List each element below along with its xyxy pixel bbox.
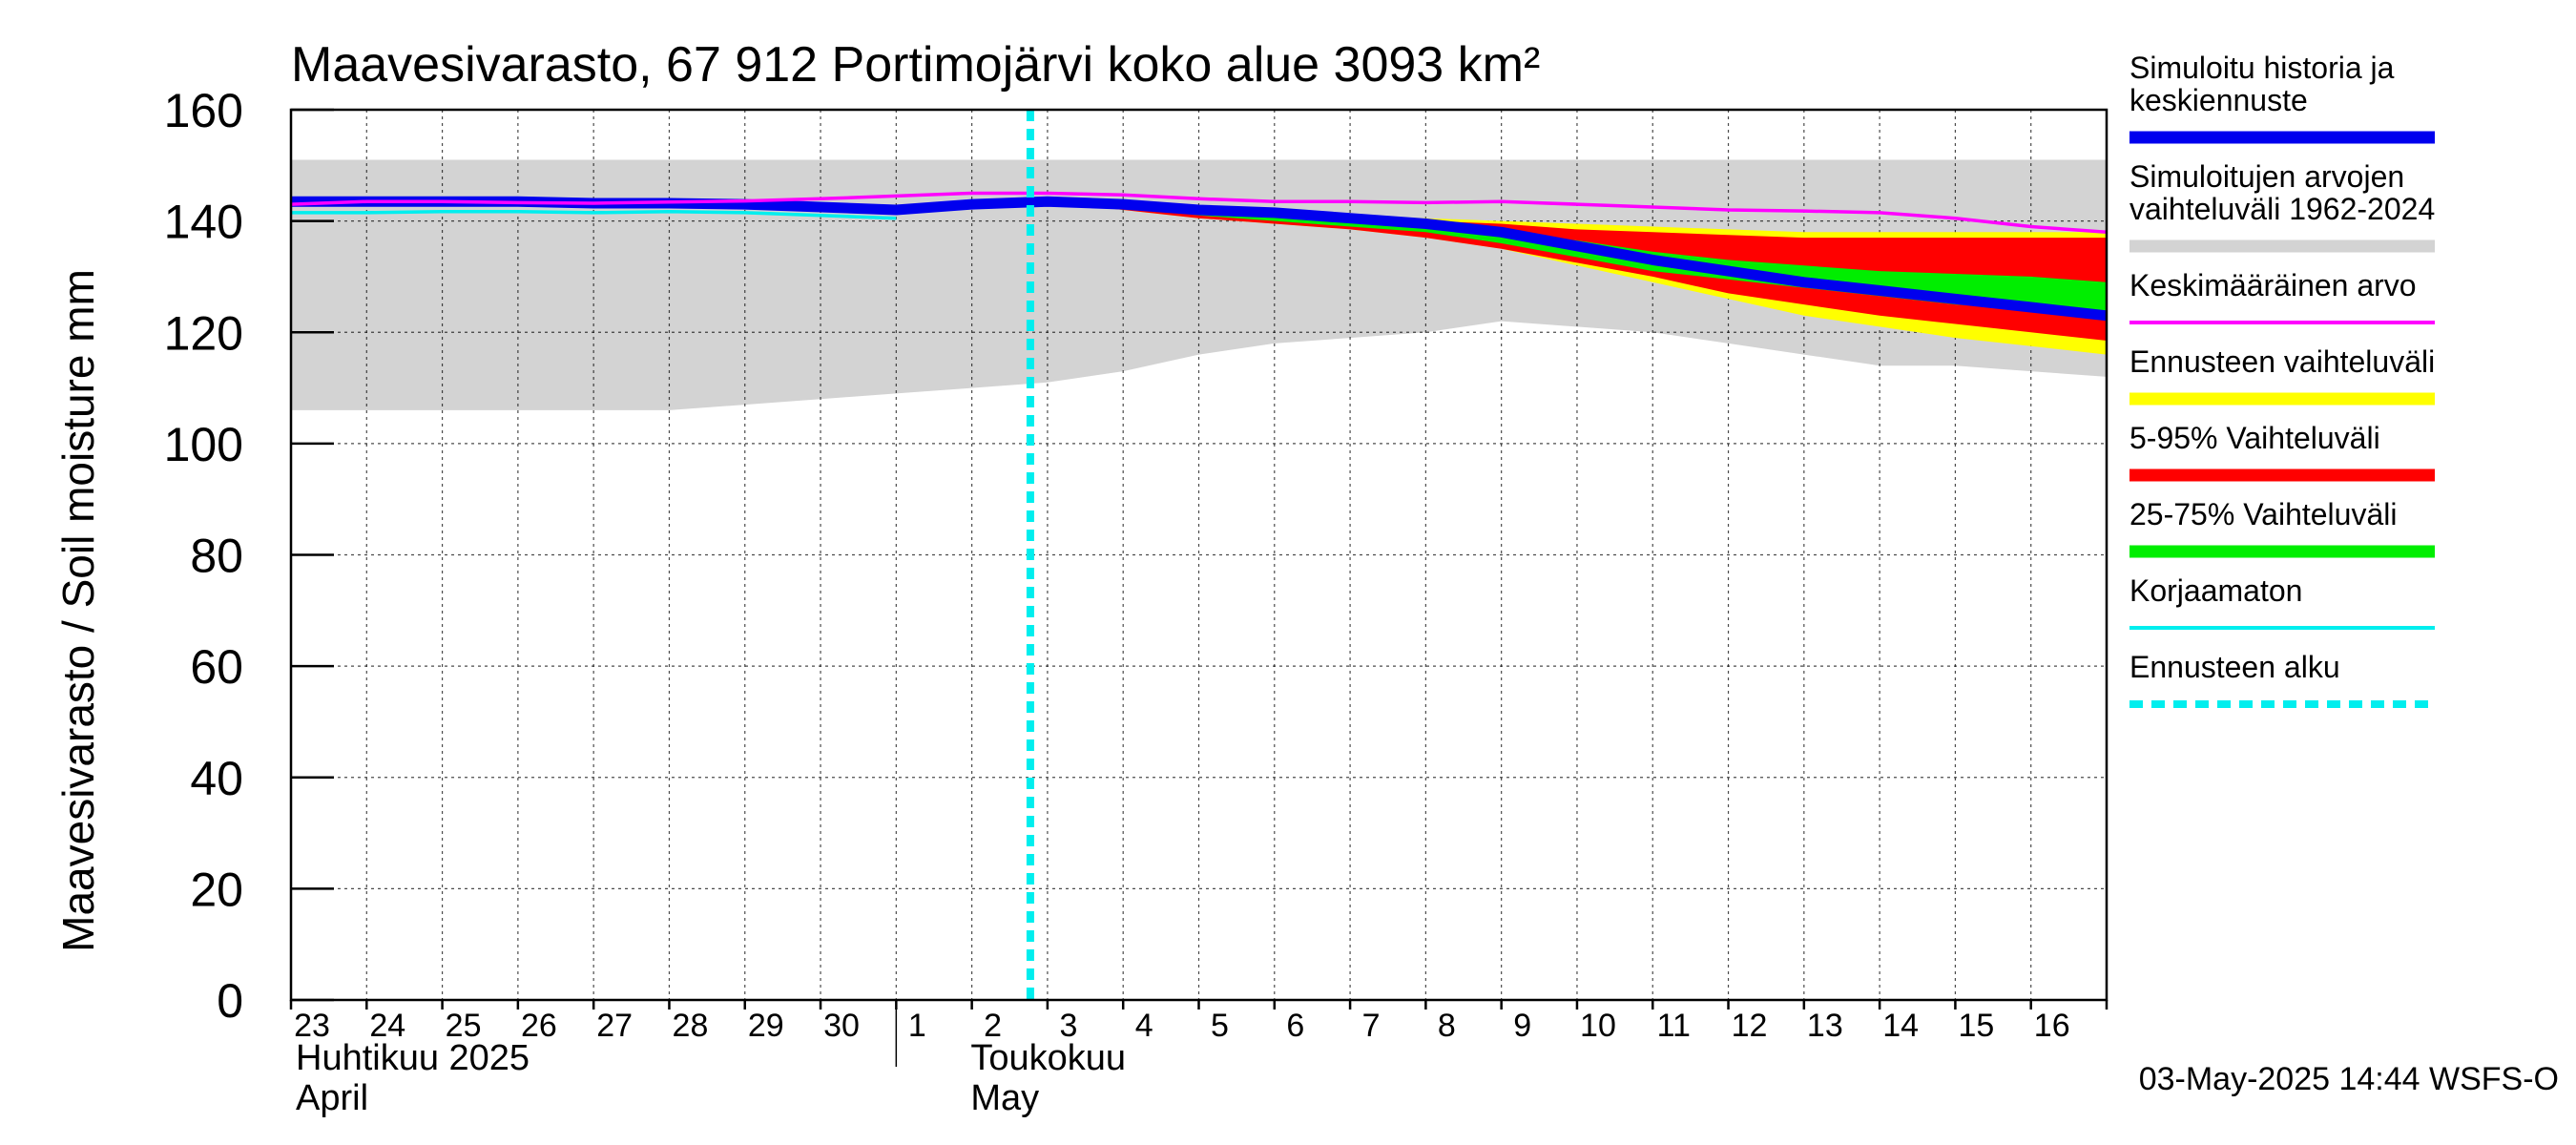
legend-label: 5-95% Vaihteluväli	[2129, 421, 2380, 455]
y-tick-label: 160	[164, 84, 243, 137]
legend-label: 25-75% Vaihteluväli	[2129, 497, 2397, 531]
x-tick-label: 2	[984, 1008, 1002, 1044]
legend-label: Simuloitujen arvojen	[2129, 159, 2404, 194]
x-tick-label: 5	[1211, 1008, 1229, 1044]
x-tick-label: 28	[673, 1008, 709, 1044]
month-label-en: May	[970, 1078, 1039, 1118]
range-5-95-band	[1047, 201, 2107, 341]
timestamp: 03-May-2025 14:44 WSFS-O	[2139, 1061, 2559, 1097]
x-tick-label: 4	[1135, 1008, 1153, 1044]
y-tick-label: 0	[217, 974, 243, 1028]
x-tick-label: 10	[1580, 1008, 1616, 1044]
y-axis-label: Maavesivarasto / Soil moisture mm	[53, 269, 103, 952]
x-tick-label: 25	[446, 1008, 482, 1044]
legend-label: keskiennuste	[2129, 83, 2308, 117]
legend-label: Keskimääräinen arvo	[2129, 268, 2417, 302]
x-tick-label: 13	[1807, 1008, 1843, 1044]
legend-label: Simuloitu historia ja	[2129, 51, 2395, 85]
x-tick-label: 30	[823, 1008, 860, 1044]
x-tick-label: 8	[1438, 1008, 1456, 1044]
x-tick-label: 26	[521, 1008, 557, 1044]
y-tick-label: 60	[190, 640, 243, 694]
average-value-line	[290, 191, 2108, 235]
x-tick-label: 11	[1657, 1008, 1691, 1044]
series-line-layer	[290, 110, 2108, 1000]
x-tick-label: 23	[294, 1008, 330, 1044]
y-tick-label: 140	[164, 196, 243, 249]
x-tick-label: 1	[908, 1008, 926, 1044]
y-tick-label: 120	[164, 306, 243, 360]
uncorrected-line	[291, 209, 897, 220]
x-tick-label: 12	[1732, 1008, 1768, 1044]
x-tick-label: 27	[596, 1008, 633, 1044]
x-tick-label: 9	[1513, 1008, 1531, 1044]
legend-label: Ennusteen vaihteluväli	[2129, 344, 2435, 379]
x-tick-label: 6	[1286, 1008, 1304, 1044]
x-tick-label: 24	[369, 1008, 405, 1044]
month-label-fi: Toukokuu	[970, 1038, 1126, 1078]
x-tick-label: 7	[1362, 1008, 1381, 1044]
x-tick-label: 29	[748, 1008, 784, 1044]
x-tick-label: 14	[1882, 1008, 1919, 1044]
x-tick-label: 16	[2034, 1008, 2070, 1044]
chart-title: Maavesivarasto, 67 912 Portimojärvi koko…	[291, 37, 1540, 93]
month-label-fi: Huhtikuu 2025	[296, 1038, 530, 1078]
y-tick-label: 80	[190, 530, 243, 583]
x-tick-label: 15	[1959, 1008, 1995, 1044]
y-tick-label: 20	[190, 863, 243, 916]
legend-label: Ennusteen alku	[2129, 650, 2340, 684]
y-tick-label: 100	[164, 418, 243, 471]
month-label-en: April	[296, 1078, 368, 1118]
y-tick-label: 40	[190, 752, 243, 805]
x-tick-label: 3	[1059, 1008, 1077, 1044]
legend-label: vaihteluväli 1962-2024	[2129, 192, 2435, 226]
legend-label: Korjaamaton	[2129, 573, 2302, 608]
